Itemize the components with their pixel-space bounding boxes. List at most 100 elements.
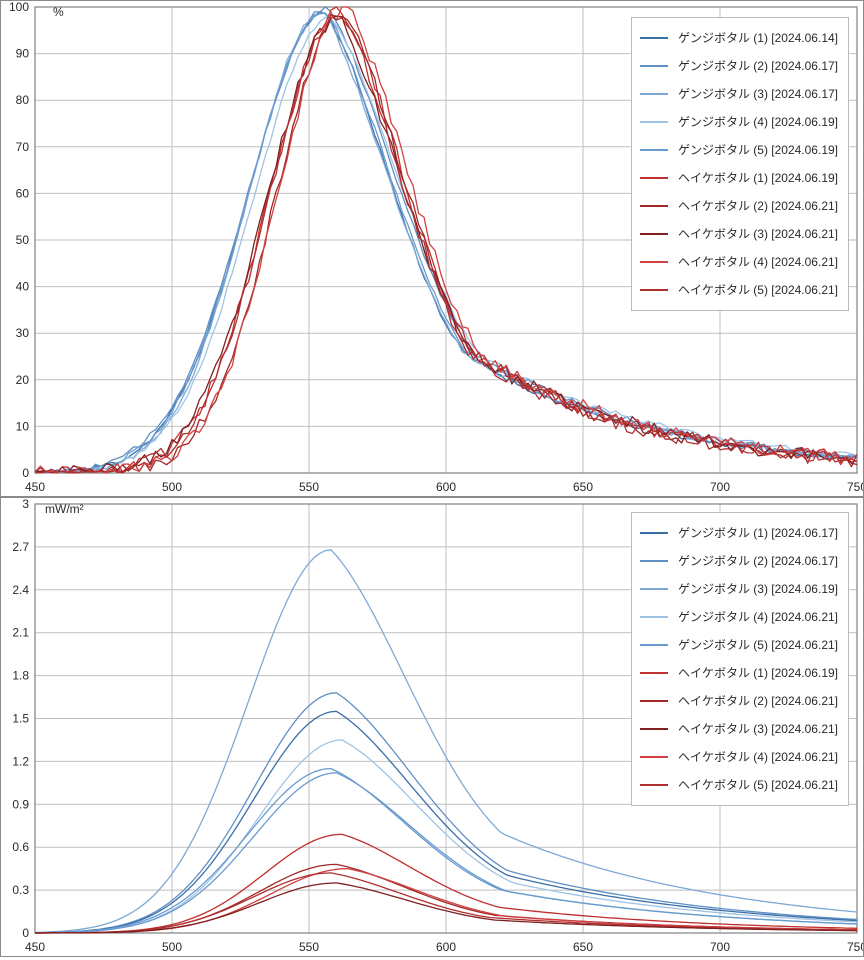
legend-row: ヘイケボタル (1) [2024.06.19] bbox=[640, 164, 838, 192]
y-unit-bottom: mW/m² bbox=[45, 502, 84, 516]
svg-text:450: 450 bbox=[25, 940, 45, 954]
svg-text:550: 550 bbox=[299, 940, 319, 954]
y-unit-top-text: % bbox=[53, 5, 64, 19]
svg-text:550: 550 bbox=[299, 480, 319, 494]
svg-text:0: 0 bbox=[22, 466, 29, 480]
legend-label: ヘイケボタル (1) [2024.06.19] bbox=[678, 667, 838, 679]
legend-swatch bbox=[640, 616, 668, 618]
svg-text:750: 750 bbox=[847, 480, 863, 494]
legend-label: ヘイケボタル (2) [2024.06.21] bbox=[678, 695, 838, 707]
svg-text:2.4: 2.4 bbox=[12, 583, 29, 597]
svg-text:0.3: 0.3 bbox=[12, 883, 29, 897]
legend-label: ヘイケボタル (3) [2024.06.21] bbox=[678, 228, 838, 240]
svg-text:700: 700 bbox=[710, 480, 730, 494]
legend-label: ゲンジボタル (5) [2024.06.21] bbox=[678, 639, 838, 651]
svg-text:0: 0 bbox=[22, 926, 29, 940]
legend-label: ヘイケボタル (5) [2024.06.21] bbox=[678, 284, 838, 296]
y-unit-bottom-text: mW/m² bbox=[45, 502, 84, 516]
legend-swatch bbox=[640, 205, 668, 207]
legend-swatch bbox=[640, 532, 668, 534]
svg-text:90: 90 bbox=[16, 47, 30, 61]
svg-text:1.2: 1.2 bbox=[12, 754, 29, 768]
legend-label: ゲンジボタル (2) [2024.06.17] bbox=[678, 60, 838, 72]
legend-swatch bbox=[640, 233, 668, 235]
svg-text:500: 500 bbox=[162, 940, 182, 954]
svg-text:600: 600 bbox=[436, 940, 456, 954]
svg-text:650: 650 bbox=[573, 480, 593, 494]
legend-swatch bbox=[640, 37, 668, 39]
legend-label: ゲンジボタル (1) [2024.06.17] bbox=[678, 527, 838, 539]
y-unit-top: % bbox=[53, 5, 64, 19]
legend-label: ゲンジボタル (2) [2024.06.17] bbox=[678, 555, 838, 567]
legend-swatch bbox=[640, 588, 668, 590]
svg-text:2.1: 2.1 bbox=[12, 626, 29, 640]
legend-row: ヘイケボタル (2) [2024.06.21] bbox=[640, 687, 838, 715]
svg-text:30: 30 bbox=[16, 326, 30, 340]
legend-row: ゲンジボタル (5) [2024.06.19] bbox=[640, 136, 838, 164]
svg-text:50: 50 bbox=[16, 233, 30, 247]
svg-text:3: 3 bbox=[22, 498, 29, 511]
legend-swatch bbox=[640, 756, 668, 758]
svg-text:600: 600 bbox=[436, 480, 456, 494]
legend-row: ゲンジボタル (5) [2024.06.21] bbox=[640, 631, 838, 659]
legend-label: ゲンジボタル (1) [2024.06.14] bbox=[678, 32, 838, 44]
chart-bottom-panel: 450 500 550 600 650 700 750 0 0.3 0.6 0.9 1.2 1.5 1.8… bbox=[0, 497, 864, 957]
legend-swatch bbox=[640, 672, 668, 674]
legend-label: ヘイケボタル (1) [2024.06.19] bbox=[678, 172, 838, 184]
legend-label: ヘイケボタル (2) [2024.06.21] bbox=[678, 200, 838, 212]
legend-label: ゲンジボタル (3) [2024.06.17] bbox=[678, 88, 838, 100]
svg-text:10: 10 bbox=[16, 419, 30, 433]
svg-text:750: 750 bbox=[847, 940, 863, 954]
legend-row: ゲンジボタル (2) [2024.06.17] bbox=[640, 52, 838, 80]
legend-swatch bbox=[640, 93, 668, 95]
svg-text:70: 70 bbox=[16, 140, 30, 154]
legend-swatch bbox=[640, 65, 668, 67]
legend-row: ヘイケボタル (4) [2024.06.21] bbox=[640, 248, 838, 276]
legend-swatch bbox=[640, 177, 668, 179]
legend-row: ヘイケボタル (3) [2024.06.21] bbox=[640, 220, 838, 248]
legend-row: ゲンジボタル (3) [2024.06.17] bbox=[640, 80, 838, 108]
svg-text:450: 450 bbox=[25, 480, 45, 494]
svg-text:1.5: 1.5 bbox=[12, 712, 29, 726]
legend-row: ゲンジボタル (3) [2024.06.19] bbox=[640, 575, 838, 603]
figure-wrapper: 4505005506006507007500102030405060708090… bbox=[0, 0, 864, 957]
svg-text:80: 80 bbox=[16, 93, 30, 107]
legend-row: ヘイケボタル (3) [2024.06.21] bbox=[640, 715, 838, 743]
svg-text:60: 60 bbox=[16, 186, 30, 200]
legend-row: ヘイケボタル (4) [2024.06.21] bbox=[640, 743, 838, 771]
legend-label: ゲンジボタル (4) [2024.06.19] bbox=[678, 116, 838, 128]
legend-label: ゲンジボタル (4) [2024.06.21] bbox=[678, 611, 838, 623]
legend-label: ゲンジボタル (5) [2024.06.19] bbox=[678, 144, 838, 156]
legend-label: ヘイケボタル (3) [2024.06.21] bbox=[678, 723, 838, 735]
svg-text:2.7: 2.7 bbox=[12, 540, 29, 554]
legend-row: ヘイケボタル (1) [2024.06.19] bbox=[640, 659, 838, 687]
legend-row: ゲンジボタル (2) [2024.06.17] bbox=[640, 547, 838, 575]
svg-text:0.6: 0.6 bbox=[12, 840, 29, 854]
svg-text:500: 500 bbox=[162, 480, 182, 494]
svg-text:650: 650 bbox=[573, 940, 593, 954]
legend-swatch bbox=[640, 121, 668, 123]
legend-row: ヘイケボタル (5) [2024.06.21] bbox=[640, 771, 838, 799]
legend-swatch bbox=[640, 560, 668, 562]
legend-label: ゲンジボタル (3) [2024.06.19] bbox=[678, 583, 838, 595]
legend-label: ヘイケボタル (4) [2024.06.21] bbox=[678, 256, 838, 268]
legend-swatch bbox=[640, 728, 668, 730]
svg-text:0.9: 0.9 bbox=[12, 797, 29, 811]
legend-swatch bbox=[640, 289, 668, 291]
legend-label: ヘイケボタル (4) [2024.06.21] bbox=[678, 751, 838, 763]
chart-top-panel: 450 500 550 600 650 700 750 0 10 20 30 40 50 60 70 80 90… bbox=[0, 0, 864, 497]
legend-row: ゲンジボタル (4) [2024.06.19] bbox=[640, 108, 838, 136]
legend-top: ゲンジボタル (1) [2024.06.14] ゲンジボタル (2) [2024.… bbox=[631, 17, 849, 311]
legend-swatch bbox=[640, 784, 668, 786]
legend-bottom: ゲンジボタル (1) [2024.06.17] ゲンジボタル (2) [2024.… bbox=[631, 512, 849, 806]
legend-row: ゲンジボタル (1) [2024.06.17] bbox=[640, 519, 838, 547]
legend-label: ヘイケボタル (5) [2024.06.21] bbox=[678, 779, 838, 791]
svg-text:1.8: 1.8 bbox=[12, 669, 29, 683]
legend-swatch bbox=[640, 261, 668, 263]
legend-swatch bbox=[640, 644, 668, 646]
svg-text:700: 700 bbox=[710, 940, 730, 954]
svg-text:20: 20 bbox=[16, 373, 30, 387]
legend-row: ゲンジボタル (4) [2024.06.21] bbox=[640, 603, 838, 631]
svg-text:40: 40 bbox=[16, 280, 30, 294]
legend-row: ゲンジボタル (1) [2024.06.14] bbox=[640, 24, 838, 52]
